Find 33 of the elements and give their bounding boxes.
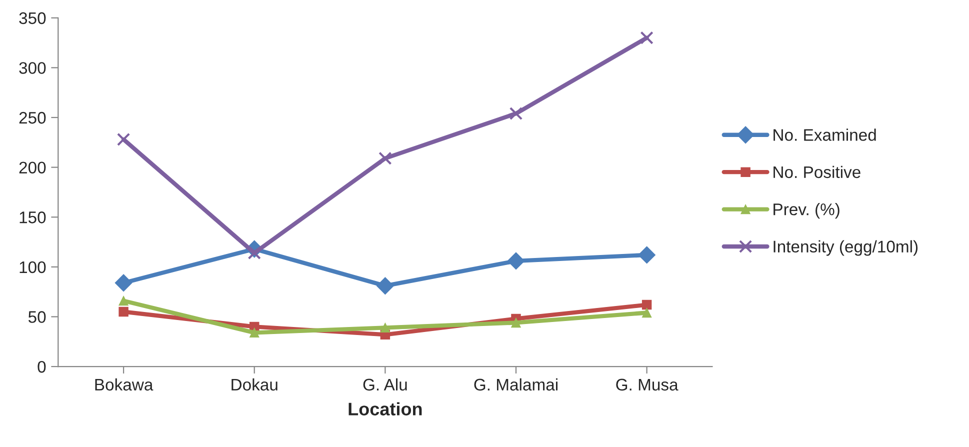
point xyxy=(638,246,656,264)
point xyxy=(642,308,652,318)
x-tick-label: Bokawa xyxy=(95,378,154,391)
y-tick-label: 150 xyxy=(20,212,46,224)
point xyxy=(118,296,128,306)
y-tick-label: 50 xyxy=(28,311,46,323)
y-tick-label: 100 xyxy=(20,261,46,274)
point xyxy=(509,106,523,120)
point xyxy=(250,328,260,338)
x-tick-label: G. Alu xyxy=(363,378,407,391)
point xyxy=(380,322,390,333)
y-tick-label: 200 xyxy=(19,162,46,174)
point xyxy=(642,300,652,310)
y-tick-label: 0 xyxy=(38,360,46,373)
point xyxy=(116,132,130,146)
y-tick-label: 300 xyxy=(19,62,46,74)
point xyxy=(378,152,392,165)
legend-label: No. Examined xyxy=(774,128,876,141)
x-axis-title: Location xyxy=(348,402,422,416)
legend-label: No. Positive xyxy=(774,166,860,178)
y-tick-label: 350 xyxy=(19,12,46,24)
x-tick-label: G. Musa xyxy=(616,378,678,391)
point xyxy=(376,277,394,295)
point xyxy=(114,274,132,292)
point xyxy=(640,31,654,44)
y-tick-label: 250 xyxy=(19,112,46,124)
legend-label: Intensity (egg/10ml) xyxy=(774,240,918,256)
x-tick-label: Dokau xyxy=(232,378,278,391)
x-tick-label: G. Malamai xyxy=(474,378,558,391)
point xyxy=(118,306,128,317)
point xyxy=(511,318,521,328)
point xyxy=(507,252,525,270)
legend-label: Prev. (%) xyxy=(774,203,840,219)
